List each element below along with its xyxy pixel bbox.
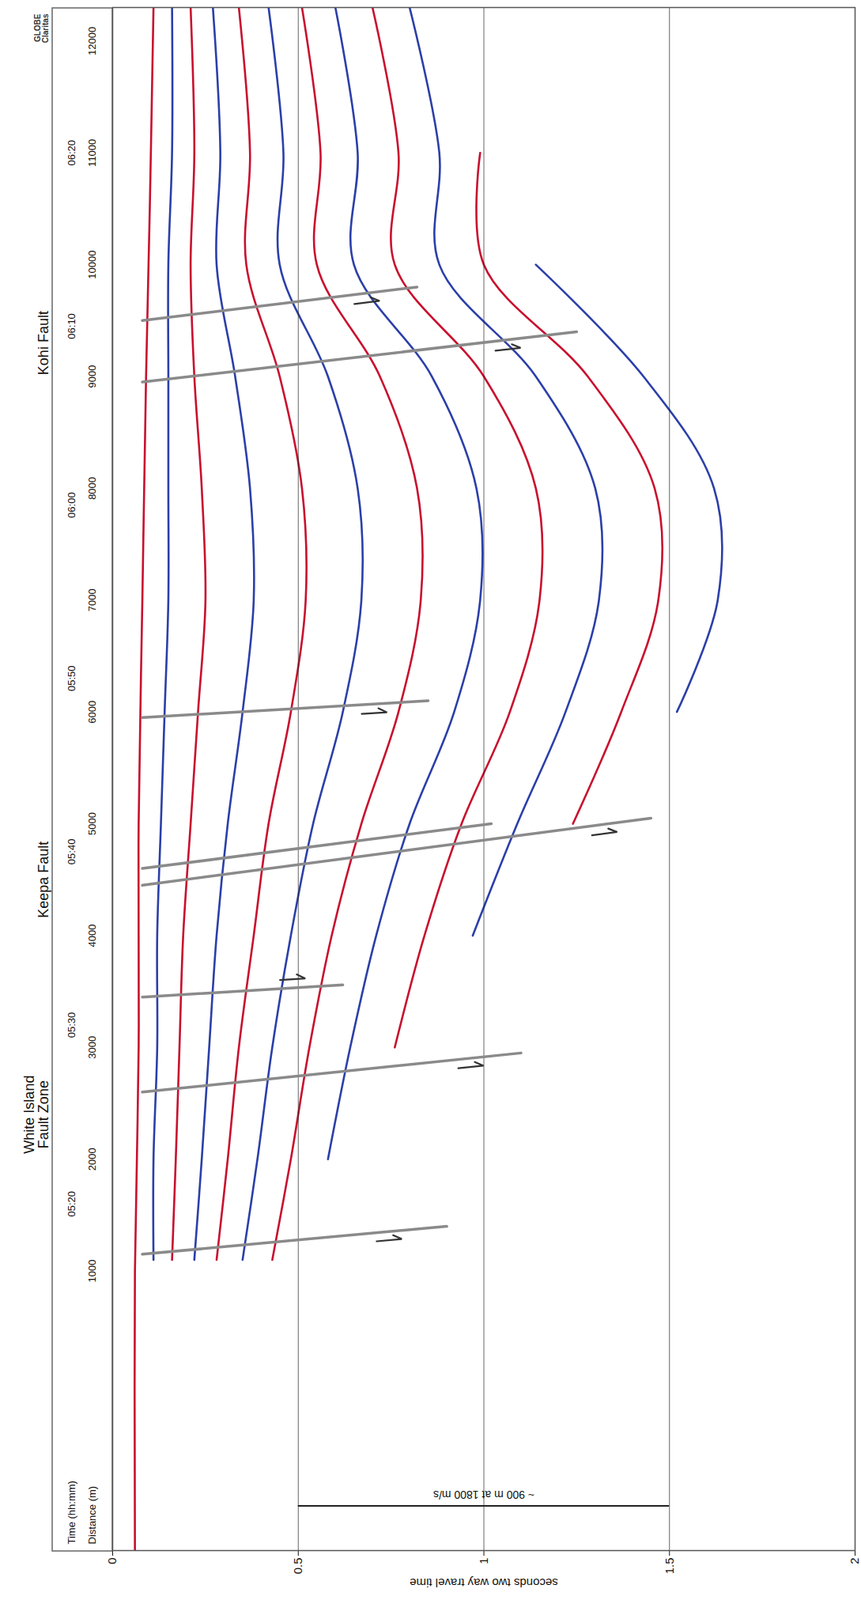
- svg-text:05:40: 05:40: [65, 838, 78, 865]
- svg-text:05:20: 05:20: [65, 1190, 78, 1217]
- svg-text:2000: 2000: [86, 1147, 99, 1171]
- svg-text:6000: 6000: [86, 700, 99, 724]
- svg-text:4000: 4000: [86, 923, 99, 947]
- svg-text:0: 0: [105, 1557, 119, 1564]
- svg-text:11000: 11000: [86, 139, 99, 167]
- svg-text:05:50: 05:50: [65, 664, 78, 692]
- svg-text:2: 2: [847, 1557, 861, 1564]
- svg-text:8000: 8000: [86, 476, 99, 500]
- svg-text:White IslandFault Zone: White IslandFault Zone: [21, 1075, 52, 1154]
- svg-text:05:30: 05:30: [65, 1012, 78, 1039]
- svg-text:0.5: 0.5: [290, 1557, 305, 1575]
- svg-text:3000: 3000: [86, 1035, 99, 1059]
- svg-text:~ 900 m at 1800 m/s: ~ 900 m at 1800 m/s: [433, 1487, 535, 1501]
- svg-text:Kohi Fault: Kohi Fault: [35, 310, 52, 375]
- svg-text:1000: 1000: [86, 1259, 99, 1283]
- svg-text:06:10: 06:10: [65, 313, 78, 340]
- svg-text:seconds two way travel time: seconds two way travel time: [409, 1575, 559, 1590]
- svg-text:9000: 9000: [86, 365, 99, 389]
- svg-text:10000: 10000: [86, 250, 99, 280]
- svg-text:1.5: 1.5: [662, 1557, 676, 1575]
- svg-text:GLOBEClaritas: GLOBEClaritas: [33, 13, 50, 43]
- svg-text:Time (hh:mm): Time (hh:mm): [65, 1480, 78, 1544]
- svg-text:7000: 7000: [86, 588, 99, 612]
- svg-text:Distance (m): Distance (m): [86, 1485, 99, 1545]
- svg-text:Keepa Fault: Keepa Fault: [35, 841, 52, 918]
- svg-text:1: 1: [476, 1557, 491, 1564]
- svg-text:06:00: 06:00: [65, 491, 78, 518]
- svg-text:12000: 12000: [86, 26, 99, 56]
- svg-text:06:20: 06:20: [65, 139, 78, 167]
- svg-text:5000: 5000: [86, 811, 99, 835]
